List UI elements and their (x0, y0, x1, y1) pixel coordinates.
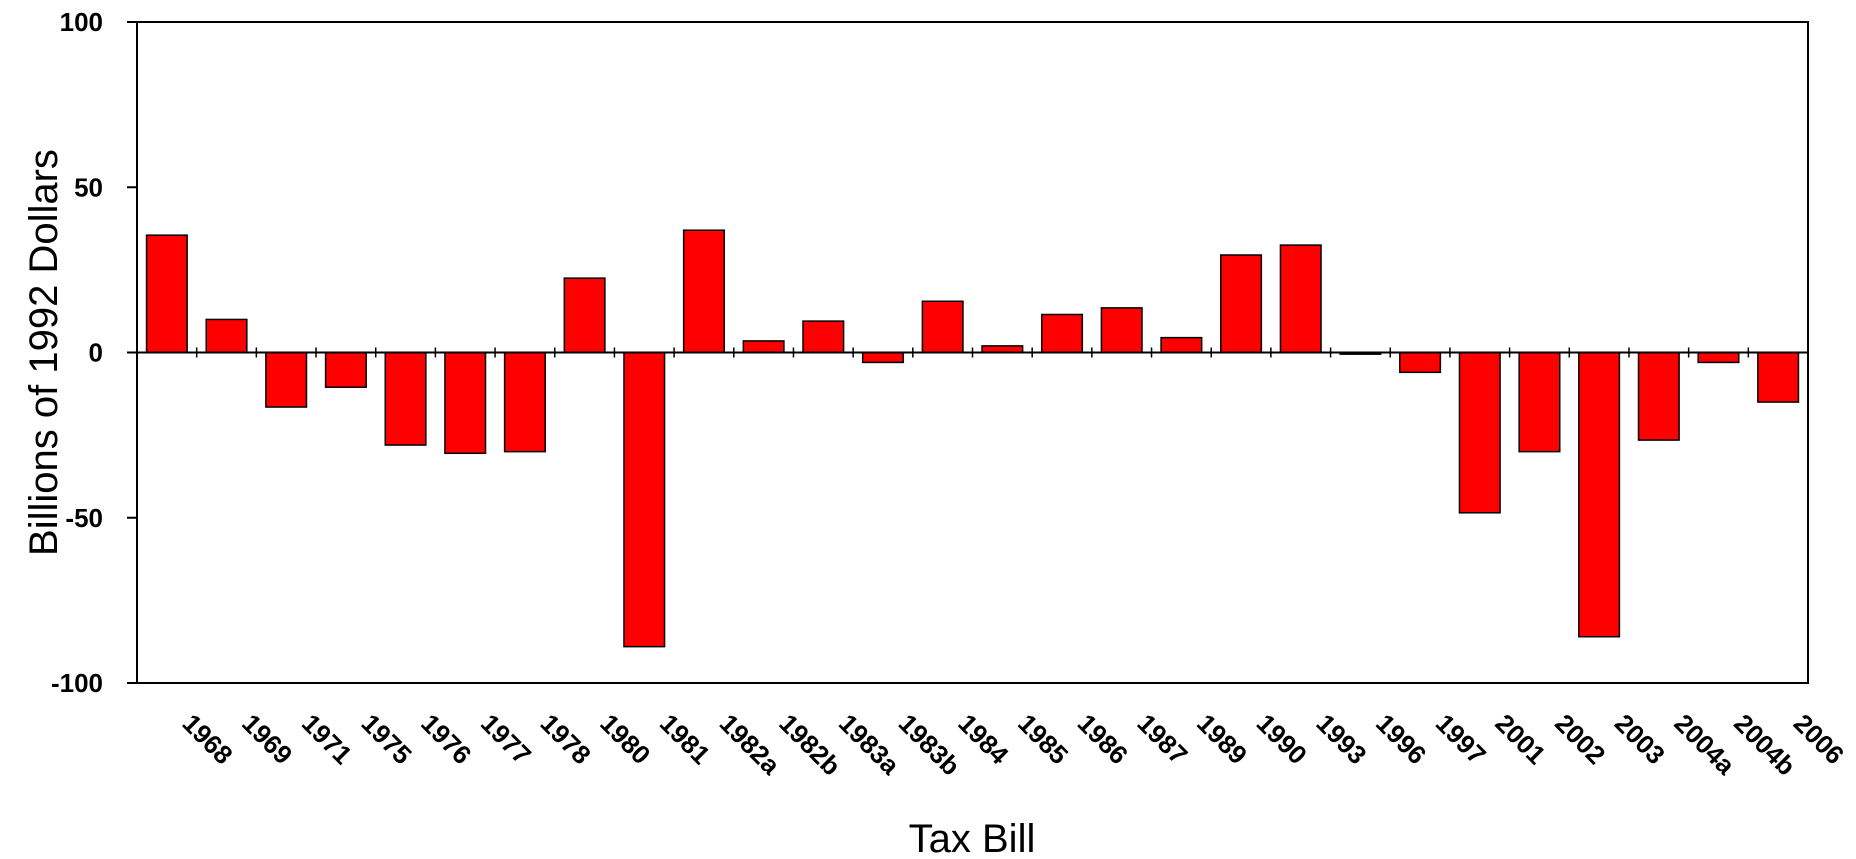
y-tick-label: -100 (51, 668, 103, 698)
x-tick-label: 1981 (654, 708, 716, 770)
x-tick-label: 1975 (356, 708, 418, 770)
bar-1984 (921, 300, 964, 354)
bar-1971 (265, 351, 308, 408)
bar-1976 (384, 351, 427, 446)
x-tick-label: 1985 (1012, 708, 1074, 770)
bar-1997 (1399, 351, 1442, 374)
bar-1981 (623, 351, 666, 648)
bar-1990 (1220, 254, 1263, 354)
bar-1977 (444, 351, 487, 455)
x-tick-label: 2003 (1609, 708, 1671, 770)
bar-1989 (1160, 336, 1203, 354)
bar-1980 (563, 277, 606, 354)
y-axis-title: Billions of 1992 Dollars (22, 149, 66, 556)
x-tick-label: 1978 (535, 708, 597, 770)
x-tick-label: 2001 (1490, 708, 1552, 770)
bar-2006 (1757, 351, 1800, 403)
bar-2004b (1697, 351, 1740, 364)
x-tick-label: 1968 (177, 708, 239, 770)
bar-1986 (1040, 313, 1084, 354)
bar-1969 (205, 318, 248, 354)
bar-1993 (1279, 244, 1322, 354)
y-tick-label: 50 (74, 172, 103, 202)
x-tick-label: 2002 (1549, 708, 1611, 770)
x-tick-label: 1990 (1251, 708, 1313, 770)
bars-group (145, 229, 1800, 648)
bar-1982a (682, 229, 725, 354)
y-axis: 100 50 0 -50 -100 (51, 7, 137, 698)
x-tick-label: 1971 (296, 708, 358, 770)
bar-1968 (145, 234, 188, 354)
y-tick-label: 0 (89, 338, 103, 368)
x-tick-label: 1993 (1310, 708, 1372, 770)
bar-2002 (1518, 351, 1561, 453)
x-tick-label: 1982b (773, 708, 846, 781)
bar-2004a (1637, 351, 1680, 441)
x-tick-label: 1982a (714, 708, 787, 781)
bar-2001 (1458, 351, 1501, 514)
bar-1983b (861, 351, 905, 364)
x-tick-label: 1976 (415, 708, 477, 770)
bar-1978 (503, 351, 546, 453)
x-tick-label: 2004a (1669, 708, 1742, 781)
x-tick-label: 1980 (594, 708, 656, 770)
bar-1975 (324, 351, 367, 388)
bar-1987 (1100, 307, 1143, 354)
y-tick-label: -50 (65, 503, 103, 533)
x-tick-label: 1969 (236, 708, 298, 770)
bar-1982b (742, 340, 785, 354)
x-tick-label: 1986 (1072, 708, 1134, 770)
x-axis-title: Tax Bill (909, 817, 1036, 859)
x-tick-label: 1997 (1430, 708, 1492, 770)
x-tick-label: 1987 (1131, 708, 1193, 770)
x-tick-label: 1996 (1370, 708, 1432, 770)
y-tick-label: 100 (60, 7, 103, 37)
x-tick-label: 1977 (475, 708, 537, 770)
x-tick-label: 1983b (893, 708, 966, 781)
x-tick-label: 2004b (1728, 708, 1801, 781)
bar-2003 (1578, 351, 1621, 638)
x-tick-label: 1989 (1191, 708, 1253, 770)
x-tick-label: 1983a (833, 708, 906, 781)
bar-1983a (802, 320, 845, 354)
